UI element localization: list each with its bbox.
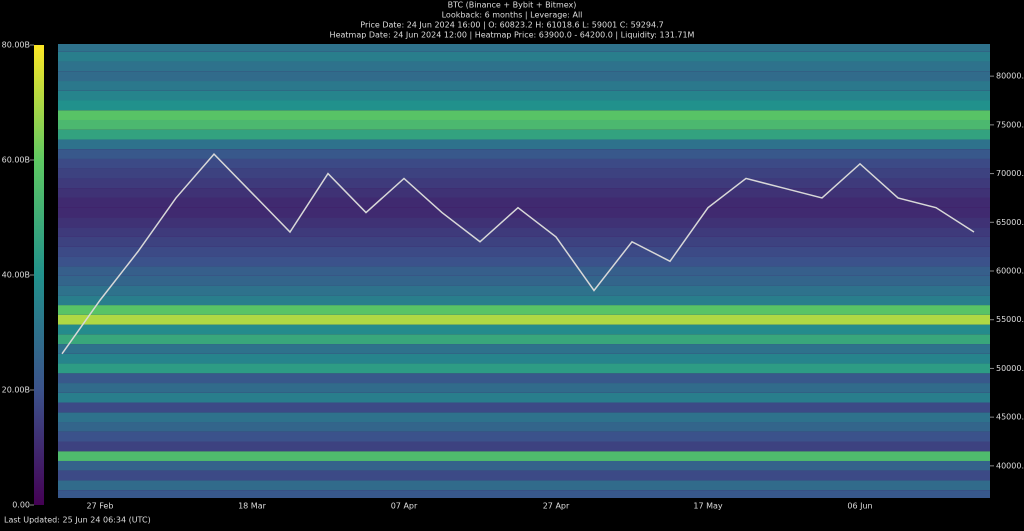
heat-band [58,51,990,62]
heat-band [58,129,990,140]
y-tick-label: 60000.0 [996,267,1024,276]
heat-band [58,81,990,91]
y-tick-label: 80000.0 [996,72,1024,81]
heat-band [58,363,990,374]
heat-band [58,451,990,461]
x-tick-label: 07 Apr [391,502,418,511]
heat-band [58,383,990,393]
heat-band [58,344,990,354]
colorbar-tick-label: 80.00B [2,41,30,50]
heat-band [58,266,990,276]
colorbar-tick-label: 0.00 [12,501,30,510]
x-tick-label: 18 Mar [238,502,267,511]
y-tick-label: 65000.0 [996,218,1024,227]
heat-band [58,412,990,423]
y-tick-label: 50000.0 [996,364,1024,373]
colorbar-tick-label: 20.00B [2,386,30,395]
heat-band [58,61,990,72]
y-tick-label: 70000.0 [996,169,1024,178]
heat-band [58,295,990,306]
heat-band [58,44,990,52]
heat-band [58,256,990,267]
heat-band [58,227,990,237]
subtitle: Lookback: 6 months | Leverage: All [442,11,583,20]
x-tick-label: 06 Jun [847,502,872,511]
heat-band [58,246,990,257]
heat-band [58,188,990,198]
heat-band [58,431,990,442]
heat-band [58,178,990,189]
heat-band [58,334,990,345]
colorbar-tick-label: 40.00B [2,271,30,280]
heat-band [58,305,990,315]
colorbar [34,45,44,505]
heat-band [58,470,990,481]
heat-band [58,90,990,101]
heat-band [58,422,990,432]
x-tick-label: 27 Feb [87,502,114,511]
x-tick-label: 17 May [693,502,723,511]
heat-band [58,373,990,384]
heat-band [58,71,990,82]
heat-band [58,490,990,498]
heat-band [58,275,990,286]
heat-band [58,168,990,179]
chart-title: BTC (Binance + Bybit + Bitmex) [448,1,577,10]
heat-band [58,139,990,150]
heat-band [58,460,990,471]
y-tick-label: 40000.0 [996,461,1024,470]
heat-band [58,314,990,325]
footer: Last Updated: 25 Jun 24 06:34 (UTC) [4,516,151,525]
y-tick-label: 75000.0 [996,120,1024,129]
heat-band [58,158,990,169]
heat-band [58,480,990,491]
subtitle: Heatmap Date: 24 Jun 2024 12:00 | Heatma… [330,31,695,40]
heat-band [58,392,990,403]
heat-band [58,197,990,208]
heat-band [58,119,990,130]
heat-band [58,217,990,228]
x-tick-label: 27 Apr [543,502,570,511]
y-tick-label: 55000.0 [996,315,1024,324]
heat-band [58,110,990,120]
y-tick-label: 45000.0 [996,413,1024,422]
heat-band [58,100,990,111]
price-line [61,152,975,355]
heat-band [58,353,990,364]
heat-band [58,149,990,159]
heat-band [58,402,990,413]
heat-band [58,324,990,335]
heat-band [58,441,990,452]
subtitle: Price Date: 24 Jun 2024 16:00 | O: 60823… [360,21,663,30]
heat-band [58,236,990,247]
colorbar-tick-label: 60.00B [2,156,30,165]
heat-band [58,285,990,296]
